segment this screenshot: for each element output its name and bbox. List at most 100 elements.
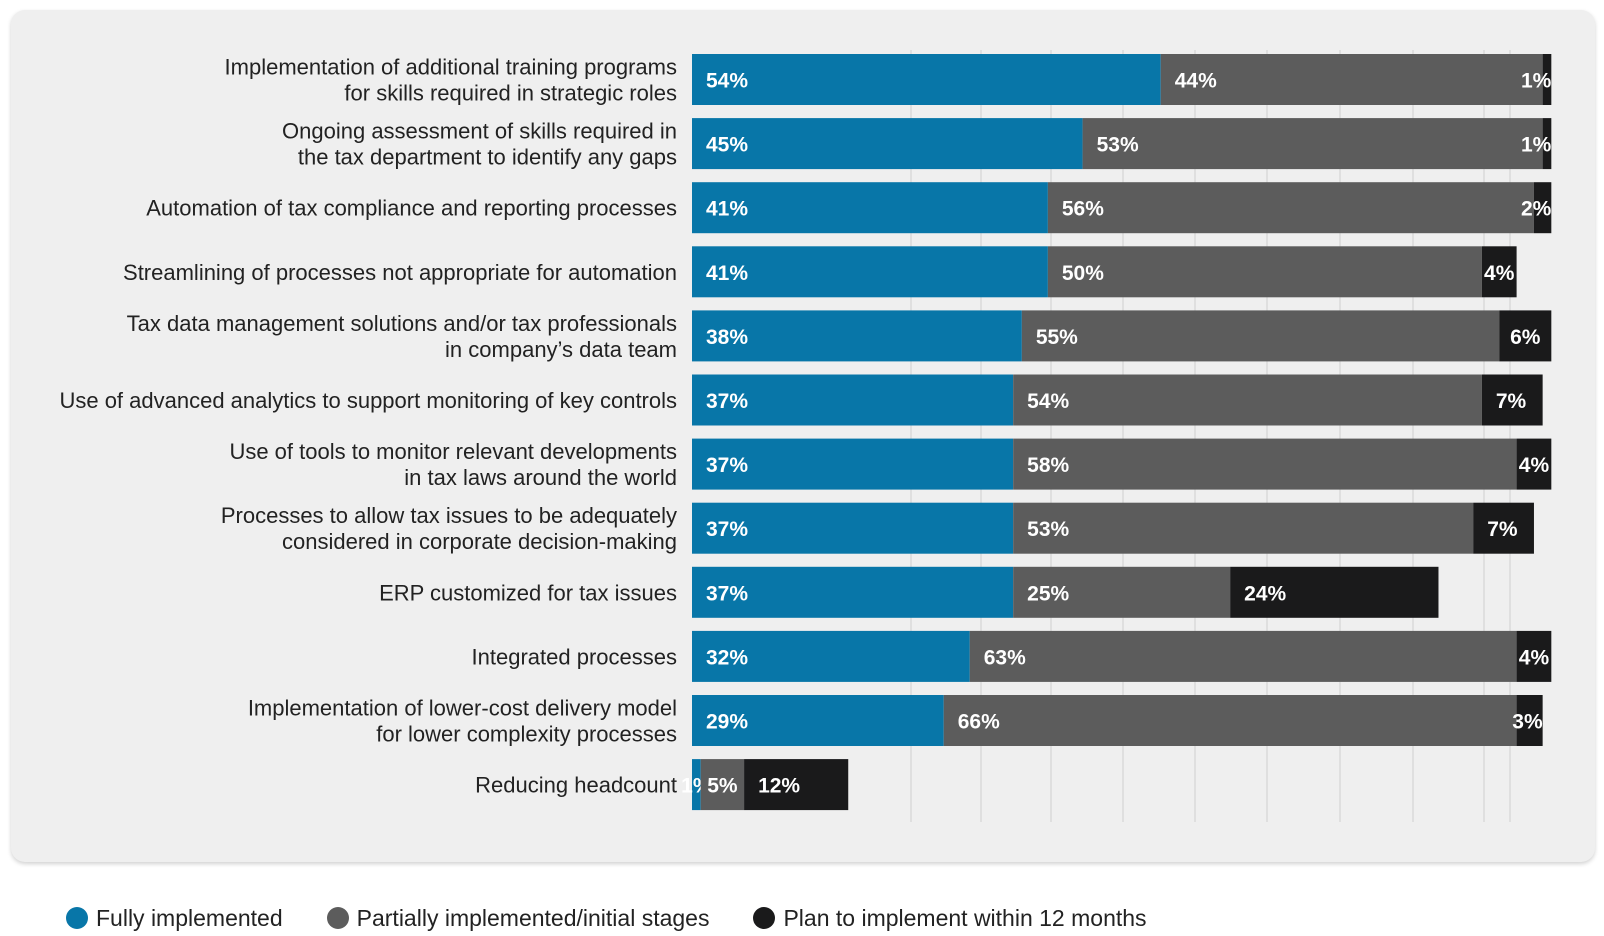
bar-segment — [1160, 54, 1543, 105]
bar-value-label: 7% — [1487, 518, 1518, 541]
bar-segment — [700, 759, 745, 811]
bar-value-label: 54% — [1027, 390, 1069, 413]
category-label: Use of advanced analytics to support mon… — [59, 388, 677, 413]
category-labels: Implementation of additional training pr… — [59, 55, 677, 798]
category-label: Streamlining of processes not appropriat… — [123, 260, 677, 285]
bar-segment — [1533, 182, 1552, 234]
bar-value-label: 45% — [706, 134, 748, 157]
bar-segment — [1481, 374, 1543, 426]
category-label: Reducing headcount — [475, 773, 677, 798]
category-label: for lower complexity processes — [376, 722, 677, 747]
bar-segment — [692, 502, 1014, 554]
bar-segment — [1013, 374, 1482, 426]
category-label: Automation of tax compliance and reporti… — [146, 196, 677, 221]
bar-value-label: 29% — [706, 711, 748, 734]
bar-value-label: 37% — [706, 390, 748, 413]
bar-value-label: 37% — [706, 582, 748, 605]
bar-segment — [1481, 246, 1517, 298]
bar-value-label: 56% — [1062, 198, 1104, 221]
bar-segment — [692, 759, 701, 811]
bar-segment — [1542, 54, 1552, 105]
bar-value-label: 58% — [1027, 454, 1069, 477]
stacked-bar-chart: Implementation of additional training pr… — [59, 50, 1552, 822]
legend-item-partially-implemented: Partially implemented/initial stages — [326, 904, 710, 932]
bar-value-label: 66% — [958, 711, 1000, 734]
bar-segment — [692, 246, 1048, 298]
category-label: Tax data management solutions and/or tax… — [127, 311, 677, 336]
bar-value-label: 37% — [706, 518, 748, 541]
bar-segment — [744, 759, 849, 811]
bar-segment — [692, 566, 1014, 618]
bar-segment — [1499, 310, 1552, 362]
bar-value-label: 41% — [706, 262, 748, 285]
bar-value-label: 3% — [1512, 711, 1543, 734]
bar-value-label: 53% — [1027, 518, 1069, 541]
bar-segment — [1013, 438, 1517, 490]
legend-swatch-partially-implemented — [326, 907, 349, 929]
legend-label-partially-implemented: Partially implemented/initial stages — [356, 904, 710, 931]
bar-value-label: 25% — [1027, 582, 1069, 605]
bar-segment — [943, 695, 1517, 746]
category-label: Processes to allow tax issues to be adeq… — [221, 503, 677, 528]
bar-value-label: 55% — [1036, 326, 1078, 349]
bar-value-label: 24% — [1244, 582, 1286, 605]
bar-segment — [1047, 246, 1482, 298]
bar-segment — [1230, 566, 1439, 618]
bar-segment — [692, 630, 970, 682]
bar-segment — [969, 630, 1517, 682]
bar-value-label: 38% — [706, 326, 748, 349]
category-label: Ongoing assessment of skills required in — [282, 119, 677, 144]
bar-segment — [692, 438, 1014, 490]
category-label: Implementation of lower-cost delivery mo… — [248, 696, 677, 721]
bar-value-label: 44% — [1175, 70, 1217, 93]
bar-segment — [1082, 118, 1543, 170]
bar-value-label: 2% — [1521, 198, 1552, 221]
bar-segment — [1516, 630, 1552, 682]
bars: 54% 44% 1% 45% 53% 1% 41% 56% 2% 41% 50% 4% 38% 55% 6%… — [681, 54, 1552, 811]
bar-value-label: 4% — [1484, 262, 1515, 285]
bar-value-label: 54% — [706, 70, 748, 93]
legend-swatch-plan-to-implement — [753, 907, 776, 929]
bar-value-label: 53% — [1097, 134, 1139, 157]
bar-segment — [1013, 566, 1231, 618]
bar-value-label: 7% — [1496, 390, 1527, 413]
bar-value-label: 50% — [1062, 262, 1104, 285]
bar-value-label: 12% — [758, 775, 800, 798]
bar-segment — [1516, 438, 1552, 490]
bar-segment — [1047, 182, 1534, 234]
category-label: the tax department to identify any gaps — [298, 145, 677, 170]
bar-value-label: 6% — [1510, 326, 1541, 349]
bar-value-label: 1% — [1521, 70, 1552, 93]
bar-value-label: 63% — [984, 646, 1026, 669]
bar-segment — [692, 118, 1083, 170]
legend: Fully implemented Partially implemented/… — [66, 900, 1147, 936]
category-label: Use of tools to monitor relevant develop… — [229, 439, 677, 464]
category-label: Integrated processes — [472, 644, 677, 669]
bar-segment — [1473, 502, 1534, 554]
category-label: considered in corporate decision-making — [282, 529, 677, 554]
legend-swatch-fully-implemented — [66, 907, 88, 929]
bar-segment — [1516, 695, 1543, 746]
category-label: Implementation of additional training pr… — [225, 55, 677, 80]
legend-item-plan-to-implement: Plan to implement within 12 months — [753, 904, 1147, 932]
bar-value-label: 5% — [707, 775, 738, 798]
gridlines — [910, 50, 1511, 822]
bar-segment — [692, 374, 1014, 426]
category-label: ERP customized for tax issues — [379, 580, 677, 605]
category-label: in company’s data team — [445, 337, 677, 362]
category-label: in tax laws around the world — [404, 465, 677, 490]
bar-value-label: 4% — [1519, 646, 1550, 669]
bar-segment — [692, 54, 1161, 105]
legend-label-plan-to-implement: Plan to implement within 12 months — [783, 904, 1147, 931]
bar-value-label: 37% — [706, 454, 748, 477]
legend-label-fully-implemented: Fully implemented — [96, 904, 283, 931]
bar-segment — [1021, 310, 1500, 362]
bar-value-label: 4% — [1519, 454, 1550, 477]
legend-item-fully-implemented: Fully implemented — [66, 905, 283, 932]
bar-segment — [692, 695, 944, 746]
bar-segment — [1542, 118, 1552, 170]
bar-value-label: 1% — [1521, 134, 1552, 157]
bar-segment — [692, 182, 1048, 234]
bar-value-label: 32% — [706, 646, 748, 669]
bar-segment — [692, 310, 1022, 362]
